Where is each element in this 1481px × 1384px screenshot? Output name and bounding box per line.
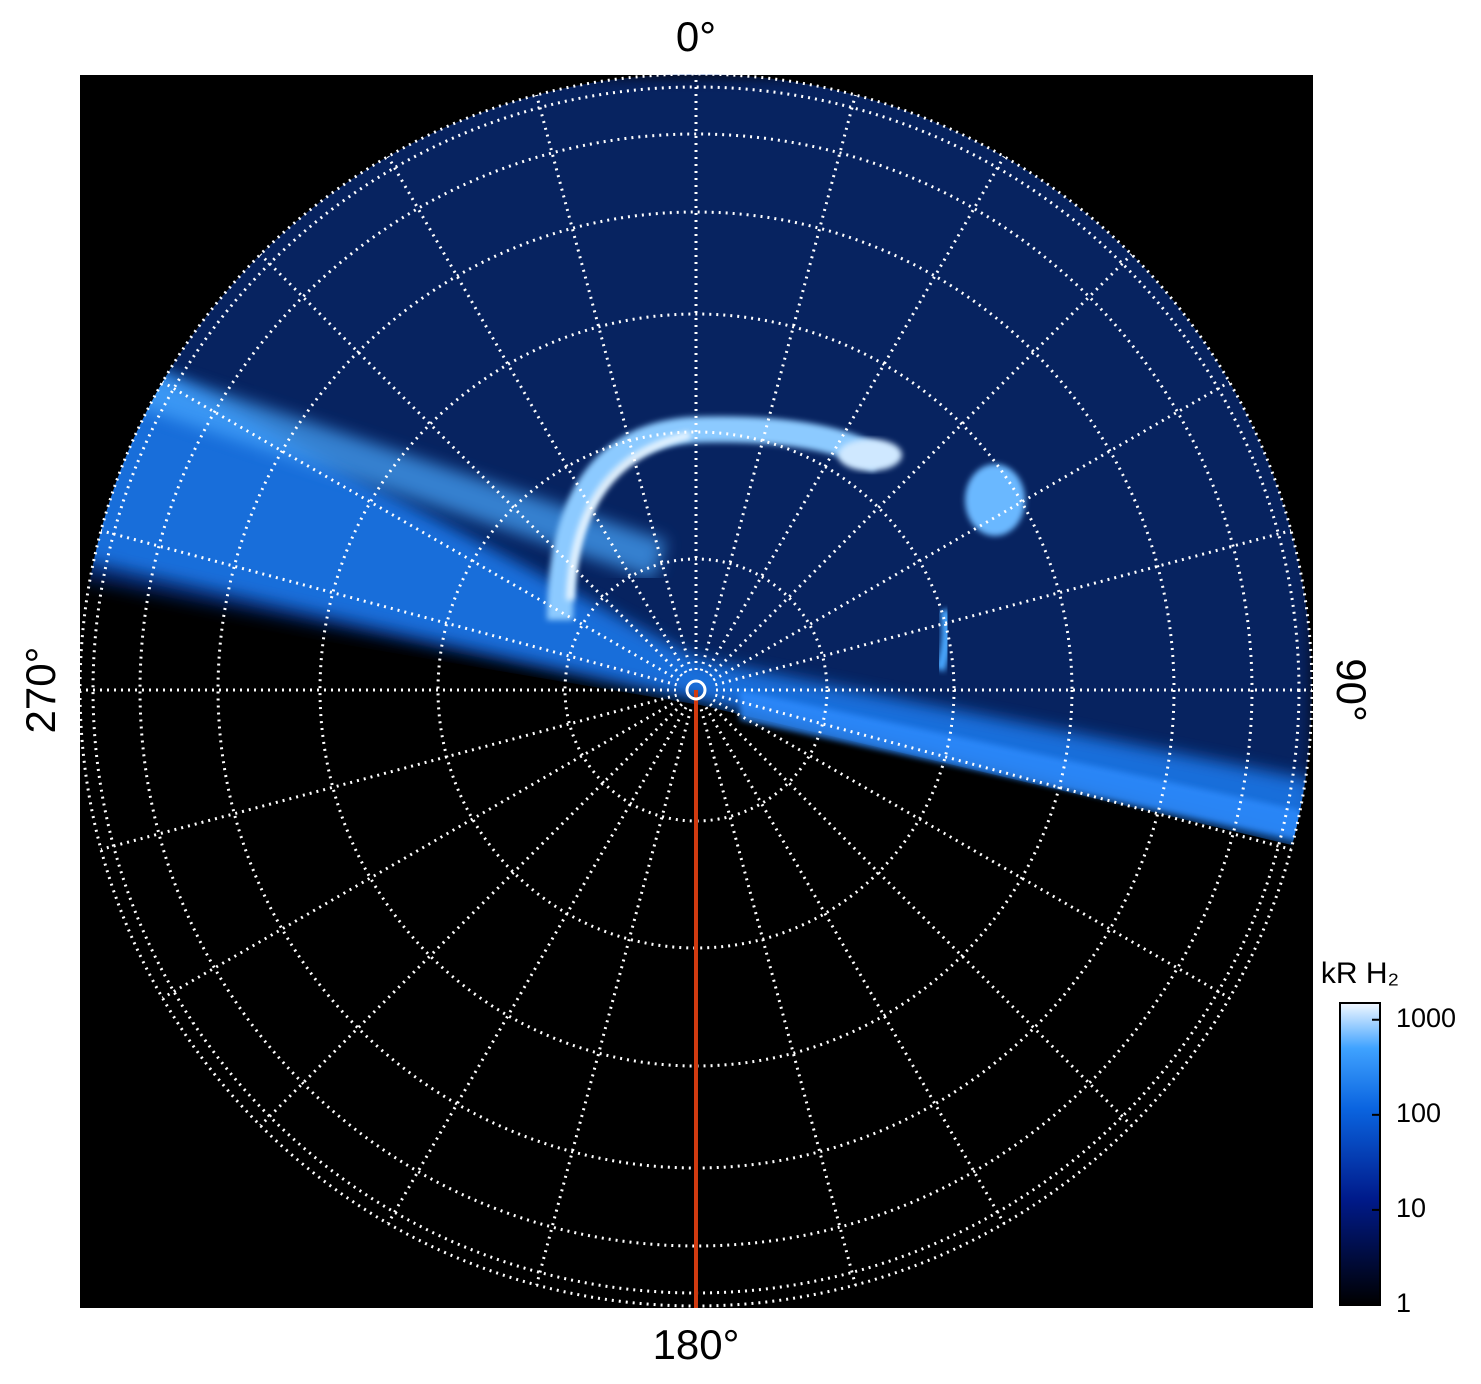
angle-label: 270° bbox=[17, 647, 64, 734]
grid-spoke bbox=[699, 708, 857, 1286]
colorbar-tick-label: 10 bbox=[1396, 1193, 1426, 1223]
angle-label: 90° bbox=[1328, 658, 1375, 722]
grid-spoke bbox=[709, 253, 1133, 677]
grid-spoke bbox=[704, 706, 1006, 1225]
grid-spoke bbox=[386, 155, 688, 674]
grid-spoke bbox=[712, 380, 1231, 682]
grid-spoke bbox=[386, 706, 688, 1225]
grid-circle bbox=[563, 557, 829, 823]
grid-circle bbox=[138, 132, 1254, 1248]
colorbar-tick-label: 1 bbox=[1396, 1288, 1411, 1318]
grid-spoke bbox=[100, 693, 678, 851]
grid-spoke bbox=[161, 698, 680, 1000]
grid-spoke bbox=[714, 529, 1292, 687]
grid-spoke bbox=[535, 94, 693, 672]
grid-spoke bbox=[259, 703, 683, 1127]
grid-spoke bbox=[704, 155, 1006, 674]
angle-label: 180° bbox=[653, 1321, 740, 1368]
colorbar-tick-label: 1000 bbox=[1396, 1003, 1456, 1033]
pole-marker bbox=[685, 679, 707, 701]
grid-spoke bbox=[714, 693, 1292, 851]
polar-grid bbox=[78, 72, 1314, 1308]
grid-spoke bbox=[699, 94, 857, 672]
grid-circle bbox=[318, 312, 1074, 1068]
colorbar bbox=[1339, 1002, 1381, 1306]
grid-spoke bbox=[535, 708, 693, 1286]
grid-spoke bbox=[161, 380, 680, 682]
colorbar-label: kR H₂ bbox=[1321, 957, 1399, 990]
grid-spoke bbox=[712, 698, 1231, 1000]
angle-label: 0° bbox=[676, 13, 716, 60]
grid-spoke bbox=[259, 253, 683, 677]
grid-spoke bbox=[709, 703, 1133, 1127]
grid-spoke bbox=[100, 529, 678, 687]
colorbar-tick-label: 100 bbox=[1396, 1098, 1441, 1128]
